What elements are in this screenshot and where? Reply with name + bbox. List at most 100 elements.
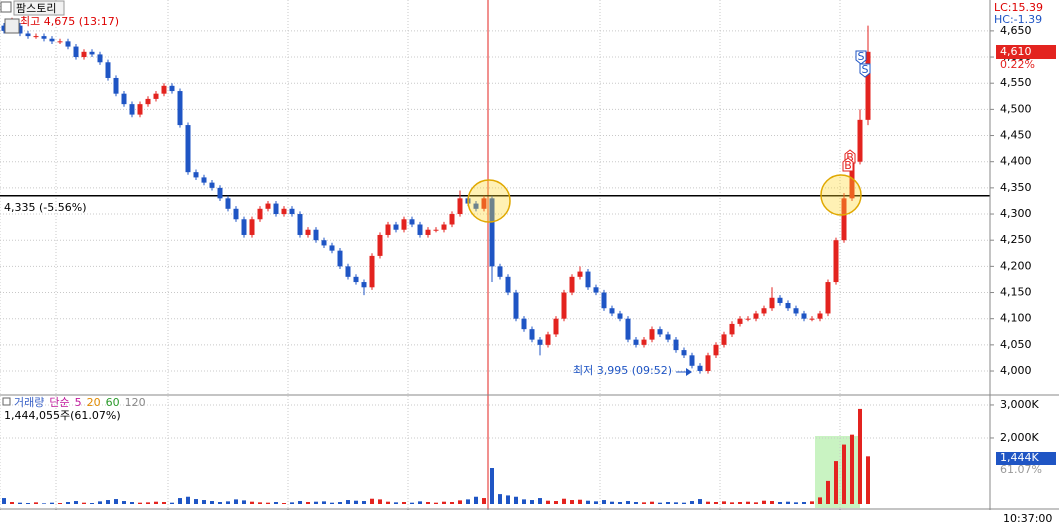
volume-bar (42, 503, 46, 504)
volume-bar (482, 498, 486, 504)
y-tick-label: 4,100 (1000, 312, 1032, 325)
candle-body (249, 219, 255, 235)
low-label: 최저 3,995 (09:52) (573, 364, 672, 377)
candle-body (361, 282, 367, 288)
candle-body (137, 104, 143, 115)
volume-bar (642, 502, 646, 504)
tool-icon[interactable] (4, 18, 20, 34)
volume-bar (258, 502, 262, 504)
candle-body (625, 318, 631, 340)
candle-body (353, 276, 359, 283)
volume-bar (690, 501, 694, 504)
candle-body (553, 318, 559, 335)
volume-bar (298, 501, 302, 504)
volume-bar (826, 480, 830, 504)
volume-bar (778, 502, 782, 504)
svg-text:S: S (858, 50, 865, 63)
volume-bar (354, 500, 358, 504)
candle-body (201, 177, 207, 183)
candle-body (857, 119, 863, 162)
volume-bar (106, 500, 110, 504)
volume-bar (514, 496, 518, 504)
candle-body (417, 224, 423, 235)
volume-bar (786, 501, 790, 504)
candle-body (737, 318, 743, 324)
candle-body (441, 224, 447, 230)
candle-body (369, 255, 375, 288)
candle-body (265, 203, 271, 209)
volume-bar (506, 495, 510, 504)
candle-body (129, 104, 135, 115)
candle-body (457, 198, 463, 215)
volume-bar (450, 502, 454, 504)
volume-bar (818, 497, 822, 504)
y-tick-label: 4,200 (1000, 259, 1032, 272)
candle-body (209, 182, 215, 188)
y-tick-label: 3,000K (1000, 398, 1039, 411)
candle-body (601, 292, 607, 309)
volume-bar (546, 500, 550, 504)
last-volume-box (996, 452, 1056, 465)
volume-bar (658, 502, 662, 504)
volume-bar (490, 468, 494, 504)
volume-bar (802, 502, 806, 504)
volume-bar (562, 498, 566, 504)
stock-name-box[interactable] (13, 0, 65, 16)
candle-body (73, 46, 79, 58)
candle-body (521, 318, 527, 330)
candle-body (681, 350, 687, 356)
candle-body (449, 214, 455, 225)
volume-bar (186, 496, 190, 504)
candle-body (649, 329, 655, 340)
svg-text:S: S (862, 63, 869, 76)
volume-bar (666, 502, 670, 504)
candle-body (145, 98, 151, 105)
volume-bar (858, 408, 862, 504)
volume-bar (114, 499, 118, 504)
candle-body (289, 208, 295, 215)
y-tick-label: 4,450 (1000, 129, 1032, 142)
candle-body (537, 339, 543, 345)
volume-bar (842, 444, 846, 504)
candle-body (273, 203, 279, 215)
volume-summary: 1,444,055주(61.07%) (4, 409, 121, 422)
candle-body (753, 313, 759, 319)
volume-bar (746, 501, 750, 504)
volume-bar (18, 502, 22, 504)
candle-body (393, 224, 399, 230)
ref-line-label: 4,335 (-5.56%) (4, 201, 86, 214)
volume-bar (402, 502, 406, 504)
candle-body (49, 38, 55, 42)
volume-bar (426, 502, 430, 504)
volume-bar (698, 499, 702, 504)
volume-bar (586, 500, 590, 504)
candle-body (849, 161, 855, 199)
candle-body (801, 313, 807, 319)
stock-name: 팜스토리 (16, 2, 56, 15)
candle-body (705, 355, 711, 372)
volume-bar (250, 501, 254, 504)
candle-body (169, 85, 175, 92)
candle-body (721, 334, 727, 345)
volume-bar (122, 501, 126, 504)
volume-legend: 거래량 단순 5 20 60 120 (14, 396, 146, 409)
volume-bar (58, 503, 62, 504)
candle-body (729, 323, 735, 335)
candle-body (433, 229, 439, 231)
candle-body (497, 266, 503, 277)
candle-body (665, 334, 671, 340)
volume-bar (570, 500, 574, 504)
volume-bar (610, 501, 614, 504)
menu-icon[interactable] (0, 1, 12, 13)
volume-bar (770, 501, 774, 504)
candle-body (473, 203, 479, 209)
volume-bar (674, 502, 678, 504)
candle-body (697, 365, 703, 372)
trade-markers: S S B B (842, 50, 871, 172)
volume-bar (618, 502, 622, 504)
volume-bar (234, 499, 238, 504)
candle-body (113, 77, 119, 94)
candle-body (281, 208, 287, 215)
pane-icon[interactable] (2, 397, 11, 406)
